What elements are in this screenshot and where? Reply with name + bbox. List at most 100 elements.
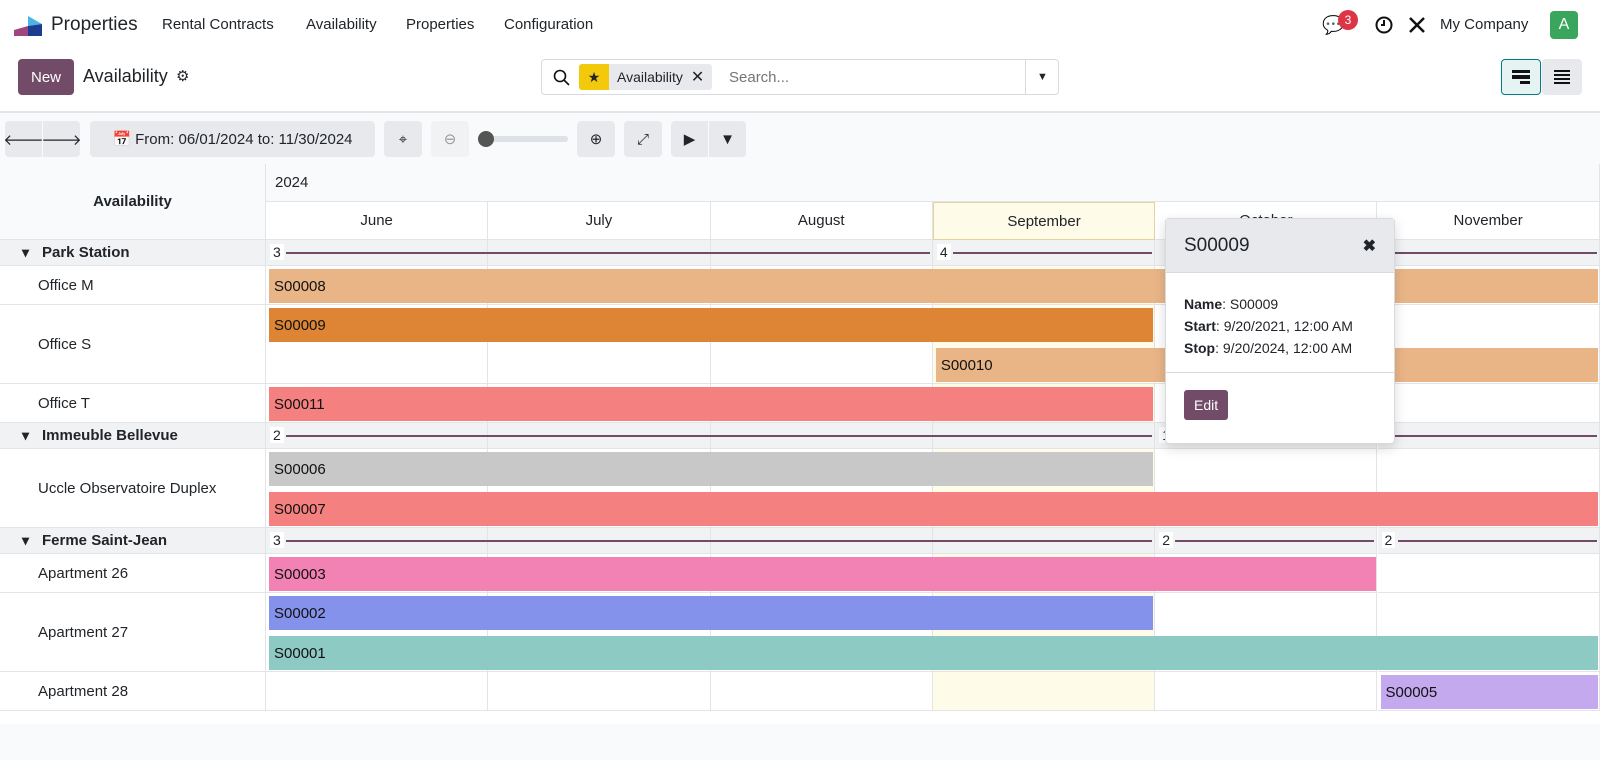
- aggregate-count: 4: [936, 244, 951, 260]
- star-icon: ★: [579, 64, 609, 90]
- group-aggregate: 2: [1378, 528, 1600, 554]
- gantt-bar-s00011[interactable]: S00011: [269, 387, 1154, 421]
- close-facet-icon[interactable]: ✕: [690, 69, 705, 86]
- zoom-out-button[interactable]: ⊖: [431, 121, 469, 157]
- row-label-apartment-26: Apartment 26: [0, 554, 266, 593]
- aggregate-count: 2: [1381, 532, 1396, 548]
- focus-today-button[interactable]: ⌖: [384, 121, 422, 157]
- aggregate-count: 2: [270, 427, 284, 443]
- group-label: Immeuble Bellevue: [42, 427, 178, 444]
- aggregate-line: [1397, 540, 1597, 542]
- grid-cell[interactable]: [488, 672, 711, 711]
- popover-title: S00009: [1184, 234, 1250, 256]
- group-row-immeuble-bellevue[interactable]: ▾ Immeuble Bellevue: [0, 423, 266, 449]
- aggregate-count: 3: [270, 244, 284, 260]
- zoom-in-icon: ⊕: [589, 131, 603, 148]
- gantt-bar-s00003[interactable]: S00003: [269, 557, 1376, 591]
- gantt-bar-s00007[interactable]: S00007: [269, 492, 1598, 526]
- zoom-slider[interactable]: [478, 131, 568, 147]
- collapse-rows-button[interactable]: ▼: [709, 121, 746, 157]
- zoom-in-button[interactable]: ⊕: [577, 121, 615, 157]
- grid-cell[interactable]: [1377, 384, 1600, 423]
- group-row-park-station[interactable]: ▾ Park Station: [0, 240, 266, 266]
- group-row-ferme-saint-jean[interactable]: ▾ Ferme Saint-Jean: [0, 528, 266, 554]
- view-list-button[interactable]: [1542, 59, 1582, 95]
- grid-cell[interactable]: [932, 672, 1156, 711]
- next-button[interactable]: 🡒: [41, 121, 82, 157]
- app-brand[interactable]: Properties: [51, 14, 138, 35]
- activity-clock-icon[interactable]: [1375, 16, 1393, 34]
- row-label-apartment-28: Apartment 28: [0, 672, 266, 711]
- search-bar: ★ Availability ✕ ▼: [541, 59, 1059, 95]
- aggregate-count: 2: [1159, 532, 1173, 548]
- view-gantt-button[interactable]: [1501, 59, 1541, 95]
- new-button[interactable]: New: [18, 59, 74, 95]
- group-aggregate: 3: [266, 528, 1155, 554]
- row-label-office-t: Office T: [0, 384, 266, 423]
- aggregate-line: [286, 540, 1153, 542]
- record-popover: S00009 ✖ Name: S00009 Start: 9/20/2021, …: [1165, 218, 1395, 444]
- menu-configuration[interactable]: Configuration: [504, 16, 594, 33]
- aggregate-line: [286, 435, 1153, 437]
- gantt-bar-s00006[interactable]: S00006: [269, 452, 1154, 486]
- gantt-bar-s00005[interactable]: S00005: [1380, 675, 1598, 709]
- menu-properties[interactable]: Properties: [406, 16, 475, 33]
- year-header: 2024: [266, 164, 1600, 202]
- bar-label: S00001: [274, 644, 326, 662]
- bar-label: S00008: [274, 277, 326, 295]
- menu-rental-contracts[interactable]: Rental Contracts: [162, 16, 274, 33]
- caret-down-icon: ▾: [22, 532, 30, 548]
- expand-button[interactable]: ⤢: [624, 121, 662, 157]
- bar-label: S00003: [274, 565, 326, 583]
- date-range-button[interactable]: 📅 From: 06/01/2024 to: 11/30/2024: [90, 121, 375, 157]
- group-aggregate: 2: [266, 423, 1155, 449]
- grid-cell[interactable]: [1377, 554, 1600, 593]
- app-logo-icon: [14, 16, 42, 36]
- edit-button[interactable]: Edit: [1184, 390, 1229, 420]
- row-header-title: Availability: [0, 164, 266, 240]
- aggregate-line: [952, 252, 1153, 254]
- gantt-bar-s00009[interactable]: S00009: [269, 308, 1154, 342]
- grid-cell[interactable]: [710, 672, 933, 711]
- expand-rows-button[interactable]: ▶: [671, 121, 708, 157]
- tools-icon[interactable]: [1408, 16, 1426, 34]
- gantt-bar-s00002[interactable]: S00002: [269, 596, 1154, 630]
- row-label-apartment-27: Apartment 27: [0, 593, 266, 672]
- zoom-slider-handle[interactable]: [478, 131, 494, 147]
- popover-field-start: Start: 9/20/2021, 12:00 AM: [1184, 318, 1353, 334]
- bar-label: S00002: [274, 604, 326, 622]
- group-label: Ferme Saint-Jean: [42, 532, 168, 549]
- gantt-bar-s00001[interactable]: S00001: [269, 636, 1598, 670]
- bar-label: S00005: [1385, 683, 1438, 701]
- avatar[interactable]: A: [1550, 11, 1578, 39]
- group-aggregate: 4: [933, 240, 1155, 266]
- month-header-june: June: [266, 202, 489, 240]
- popover-field-name: Name: S00009: [1184, 296, 1279, 312]
- grid-cell[interactable]: [266, 672, 489, 711]
- search-dropdown-toggle[interactable]: ▼: [1025, 60, 1059, 94]
- group-aggregate: 2: [1155, 528, 1377, 554]
- caret-down-icon: ▾: [22, 244, 30, 260]
- top-navbar: Properties Rental Contracts Availability…: [0, 0, 1600, 50]
- month-header-august: August: [710, 202, 933, 240]
- previous-button[interactable]: 🡐: [3, 121, 44, 157]
- month-header-july: July: [488, 202, 711, 240]
- expand-icon: ⤢: [636, 130, 649, 148]
- crosshair-icon: ⌖: [398, 130, 408, 148]
- bar-label: S00007: [274, 500, 326, 518]
- menu-availability[interactable]: Availability: [306, 16, 377, 33]
- caret-down-icon: ▾: [22, 427, 30, 443]
- close-icon[interactable]: ✖: [1362, 237, 1376, 255]
- play-square-icon: ▶: [683, 131, 696, 148]
- aggregate-count: 3: [270, 532, 284, 548]
- month-header-november: November: [1377, 202, 1600, 240]
- gantt-bar-s00008[interactable]: S00008: [269, 269, 1598, 303]
- gear-icon[interactable]: ⚙: [176, 68, 190, 85]
- company-switcher[interactable]: My Company: [1440, 16, 1529, 33]
- control-panel: New Availability ⚙ ★ Availability ✕ ▼: [0, 50, 1600, 113]
- zoom-out-icon: ⊖: [443, 131, 457, 148]
- page-title: Availability: [83, 66, 168, 86]
- search-input[interactable]: [729, 65, 1019, 89]
- grid-cell[interactable]: [1155, 672, 1378, 711]
- bar-label: S00011: [274, 395, 325, 413]
